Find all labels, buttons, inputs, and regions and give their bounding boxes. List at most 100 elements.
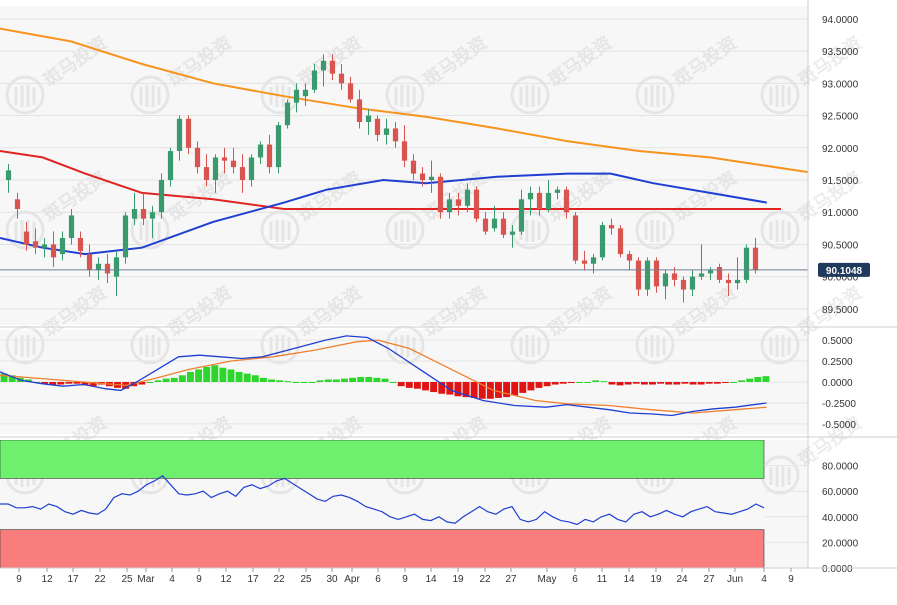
candle-body: [707, 270, 714, 274]
candle-body: [626, 254, 633, 261]
candlestick: [752, 238, 759, 274]
macd-histogram-bar: [235, 371, 243, 382]
macd-histogram-bar: [332, 379, 340, 382]
watermark-stripes: [769, 85, 791, 107]
macd-histogram-bar: [657, 382, 665, 384]
macd-histogram-bar: [154, 380, 162, 382]
x-tick-label: Mar: [137, 574, 155, 585]
candle-body: [203, 167, 210, 180]
x-tick-label: 27: [703, 574, 715, 585]
rsi-line: [0, 475, 765, 526]
x-tick-label: 30: [326, 574, 338, 585]
macd-histogram-bar: [89, 382, 97, 387]
candle-body: [365, 115, 372, 122]
candle-body: [392, 128, 399, 142]
watermark-circle: [510, 75, 550, 115]
macd-histogram-bar: [462, 382, 470, 398]
candlestick: [518, 189, 525, 235]
candlestick: [212, 154, 219, 193]
x-tick-label: May: [538, 574, 557, 585]
candle-body: [473, 189, 480, 219]
candle-body: [410, 160, 417, 174]
candle-body: [545, 192, 552, 209]
candlestick: [689, 270, 696, 296]
candle-body: [725, 279, 732, 284]
candle-body: [455, 199, 462, 206]
macd-histogram-bar: [576, 382, 583, 383]
macd-y-tick-label: 0.0000: [822, 378, 853, 389]
watermark-circle: [760, 75, 800, 115]
candle-body: [113, 257, 120, 277]
candlestick: [563, 186, 570, 219]
candle-body: [167, 151, 174, 180]
macd-histogram-bar: [470, 382, 478, 398]
price-y-tick-label: 94.0000: [822, 15, 859, 26]
x-tick-label: 17: [247, 574, 259, 585]
macd-histogram-bar: [365, 376, 373, 382]
candlestick: [536, 186, 543, 216]
candle-body: [293, 89, 300, 103]
candlestick: [725, 273, 732, 296]
macd-histogram-bar: [681, 382, 689, 384]
watermark-circle: [635, 75, 675, 115]
macd-histogram-bar: [649, 382, 656, 385]
macd-histogram-bar: [203, 366, 211, 382]
candle-body: [698, 273, 705, 277]
axes-layer: 94.0000 93.5000 93.0000 92.5000 92.0000 91.50…: [0, 0, 897, 585]
price-y-tick-label: 90.5000: [822, 240, 859, 251]
candle-body: [716, 267, 723, 280]
candlestick: [311, 64, 318, 93]
candle-body: [230, 160, 237, 168]
candlestick: [104, 254, 111, 284]
rsi-y-tick-label: 40.0000: [822, 513, 859, 524]
candlestick: [635, 257, 642, 296]
candle-body: [347, 83, 354, 100]
macd-histogram-bar: [738, 380, 746, 382]
candle-body: [302, 89, 309, 97]
x-tick-label: 22: [94, 574, 106, 585]
candle-body: [329, 60, 336, 74]
rsi-panel: [0, 440, 808, 568]
candlestick: [230, 147, 237, 174]
candlestick: [176, 115, 183, 161]
candle-body: [581, 260, 588, 264]
candle-body: [257, 144, 264, 158]
current-price-label: 90.1048: [826, 266, 863, 277]
candle-body: [311, 70, 318, 90]
candle-body: [356, 99, 363, 122]
candle-body: [437, 176, 444, 213]
x-tick-label: 12: [220, 574, 232, 585]
macd-histogram-bar: [616, 382, 624, 386]
candlestick: [680, 276, 687, 303]
x-tick-label: 11: [597, 574, 608, 585]
macd-histogram-bar: [486, 382, 494, 399]
macd-histogram-bar: [567, 382, 575, 383]
x-tick-label: 24: [676, 574, 688, 585]
macd-histogram-bar: [8, 375, 16, 382]
candle-body: [14, 199, 21, 209]
macd-panel: [0, 335, 808, 425]
macd-histogram-bar: [357, 376, 365, 382]
macd-histogram-bar: [73, 382, 81, 384]
candlestick: [617, 225, 624, 258]
candlestick: [374, 115, 381, 142]
candlestick: [32, 228, 39, 255]
macd-histogram-bar: [640, 382, 648, 385]
candlestick: [446, 192, 453, 219]
candlestick: [482, 212, 489, 235]
candlestick: [158, 173, 165, 219]
candle-body: [59, 238, 66, 255]
candle-body: [122, 215, 129, 258]
candlestick: [419, 167, 426, 187]
candlestick: [473, 186, 480, 222]
macd-histogram-bar: [608, 382, 616, 385]
watermark-stripes: [269, 220, 291, 242]
candlestick: [545, 180, 552, 213]
candlestick: [329, 54, 336, 81]
candlestick: [626, 250, 633, 271]
macd-histogram-bar: [284, 381, 292, 383]
candlestick: [572, 212, 579, 264]
candle-body: [185, 118, 192, 148]
candlestick: [284, 99, 291, 129]
candle-body: [491, 218, 498, 229]
